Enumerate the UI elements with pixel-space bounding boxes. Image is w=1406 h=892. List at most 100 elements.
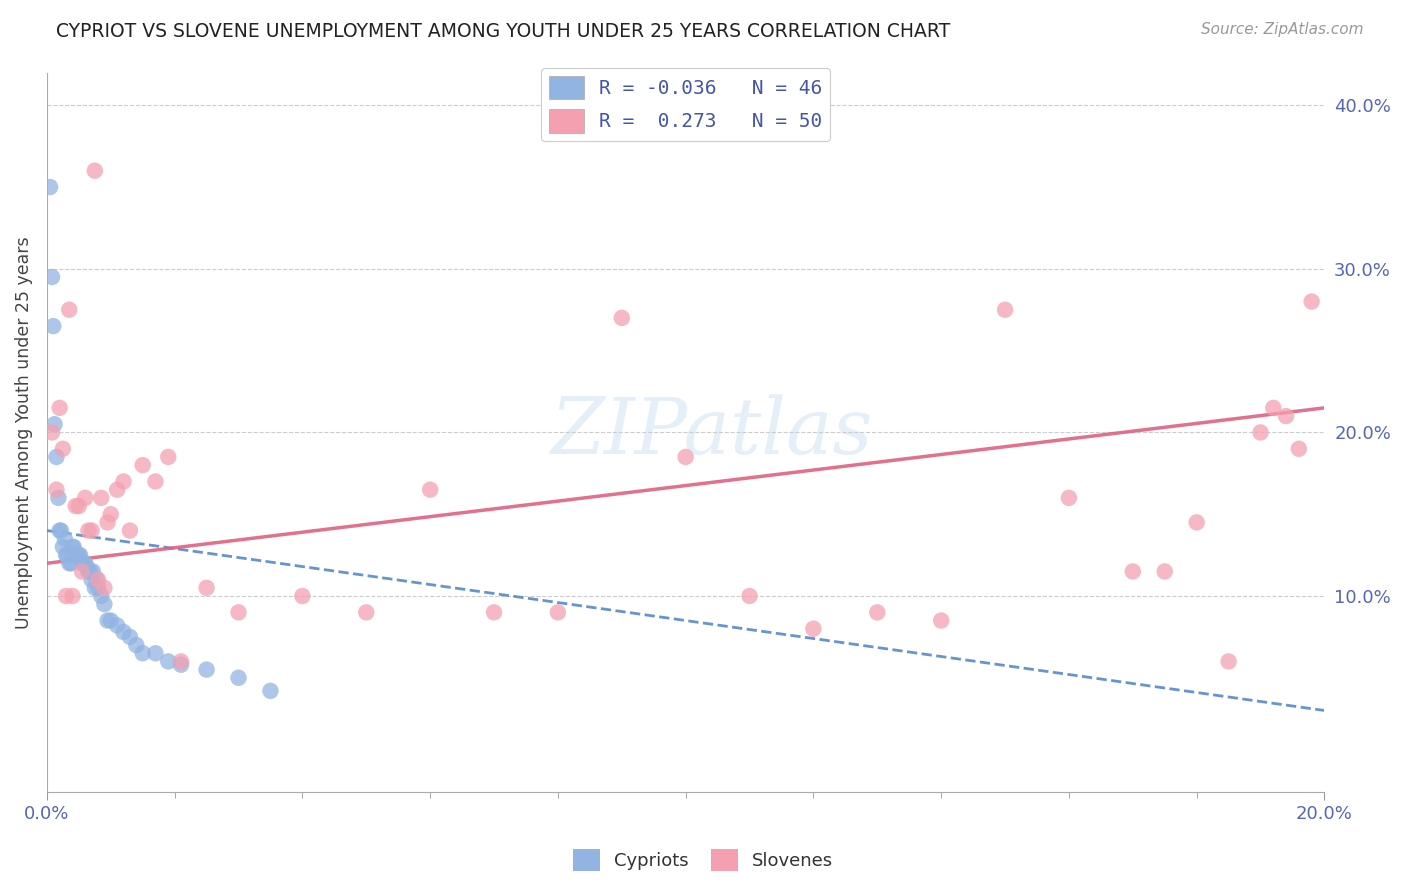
Point (45, 483, 67, 497)
Point (79, 565, 101, 579)
Point (356, 605, 378, 619)
Point (86, 573, 108, 587)
Legend: R = -0.036   N = 46, R =  0.273   N = 50: R = -0.036 N = 46, R = 0.273 N = 50 (541, 68, 831, 141)
Point (65, 499, 87, 513)
Point (66, 548, 89, 562)
Point (90, 589, 112, 603)
Point (1057, 491, 1080, 505)
Point (145, 475, 167, 489)
Point (76, 559, 98, 574)
Point (70, 556, 93, 570)
Text: CYPRIOT VS SLOVENE UNEMPLOYMENT AMONG YOUTH UNDER 25 YEARS CORRELATION CHART: CYPRIOT VS SLOVENE UNEMPLOYMENT AMONG YO… (56, 22, 950, 41)
Point (291, 589, 314, 603)
Point (112, 624, 135, 639)
Point (131, 458, 153, 472)
Point (1153, 565, 1175, 579)
Point (994, 302, 1017, 317)
Point (105, 483, 128, 497)
Point (1218, 655, 1240, 669)
Point (1288, 442, 1310, 456)
Point (93, 597, 115, 611)
Point (77, 565, 100, 579)
Point (259, 684, 281, 698)
Point (62, 540, 84, 554)
Point (157, 450, 180, 464)
Point (62, 589, 84, 603)
Point (118, 524, 141, 538)
Text: Source: ZipAtlas.com: Source: ZipAtlas.com (1201, 22, 1364, 37)
Point (48, 524, 70, 538)
Point (44, 417, 66, 432)
Point (1122, 565, 1144, 579)
Point (125, 638, 148, 652)
Point (90, 491, 112, 505)
Point (738, 589, 761, 603)
Point (58, 302, 80, 317)
Point (610, 310, 633, 325)
Point (1263, 401, 1285, 415)
Point (100, 507, 122, 521)
Point (53, 532, 76, 546)
Text: ZIPatlas: ZIPatlas (550, 394, 872, 471)
Point (1275, 409, 1298, 423)
Point (105, 618, 128, 632)
Point (228, 605, 250, 619)
Point (866, 605, 889, 619)
Point (1301, 294, 1323, 309)
Point (131, 646, 153, 660)
Point (97, 614, 120, 628)
Point (60, 556, 83, 570)
Point (80, 524, 103, 538)
Point (62, 540, 84, 554)
Y-axis label: Unemployment Among Youth under 25 years: Unemployment Among Youth under 25 years (15, 236, 32, 629)
Point (80, 573, 103, 587)
Point (45, 450, 67, 464)
Point (65, 548, 87, 562)
Point (195, 581, 218, 595)
Point (67, 548, 90, 562)
Point (41, 270, 63, 285)
Point (55, 589, 77, 603)
Point (77, 524, 100, 538)
Point (1250, 425, 1272, 440)
Point (228, 671, 250, 685)
Point (419, 483, 441, 497)
Point (929, 614, 952, 628)
Point (145, 646, 167, 660)
Point (157, 655, 180, 669)
Point (82, 565, 104, 579)
Point (118, 630, 141, 644)
Point (48, 401, 70, 415)
Point (170, 657, 193, 672)
Point (48, 491, 70, 505)
Point (112, 475, 135, 489)
Point (100, 614, 122, 628)
Point (75, 556, 97, 570)
Point (547, 605, 569, 619)
Point (93, 581, 115, 595)
Point (482, 605, 505, 619)
Point (73, 556, 96, 570)
Point (49, 524, 72, 538)
Point (195, 663, 218, 677)
Legend: Cypriots, Slovenes: Cypriots, Slovenes (565, 842, 841, 879)
Point (170, 655, 193, 669)
Point (67, 499, 90, 513)
Point (83, 163, 105, 178)
Point (803, 622, 825, 636)
Point (1185, 516, 1208, 530)
Point (52, 540, 75, 554)
Point (42, 319, 65, 334)
Point (58, 556, 80, 570)
Point (52, 442, 75, 456)
Point (87, 581, 110, 595)
Point (39, 180, 62, 194)
Point (56, 548, 79, 562)
Point (87, 573, 110, 587)
Point (97, 516, 120, 530)
Point (55, 548, 77, 562)
Point (675, 450, 697, 464)
Point (69, 548, 91, 562)
Point (75, 491, 97, 505)
Point (70, 565, 93, 579)
